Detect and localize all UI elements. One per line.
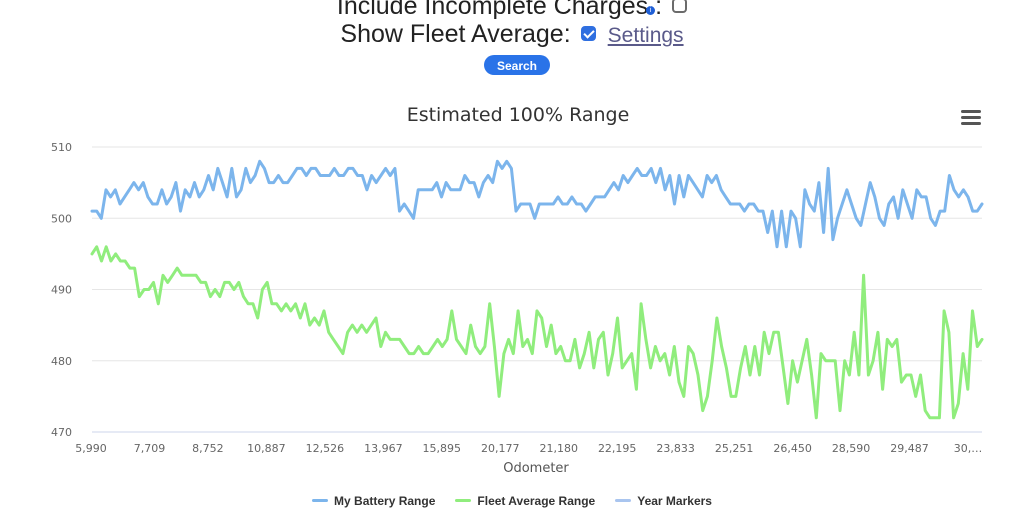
x-tick-label: 22,195 — [598, 442, 637, 455]
legend-label: My Battery Range — [334, 494, 436, 508]
legend-label: Year Markers — [637, 494, 712, 508]
fleet-average-row: Show Fleet Average: Settings — [0, 19, 1024, 51]
x-tick-label: 5,990 — [75, 442, 107, 455]
x-tick-label: 10,887 — [247, 442, 286, 455]
x-tick-label: 8,752 — [192, 442, 224, 455]
chart-legend: My Battery Range Fleet Average Range Year … — [0, 494, 1024, 508]
include-incomplete-colon: : — [655, 0, 663, 20]
x-tick-label: 21,180 — [539, 442, 578, 455]
legend-label: Fleet Average Range — [477, 494, 596, 508]
include-incomplete-checkbox[interactable] — [672, 0, 688, 13]
legend-item[interactable]: Fleet Average Range — [455, 494, 595, 508]
x-tick-label: 23,833 — [656, 442, 695, 455]
x-tick-label: 30,… — [954, 442, 983, 455]
y-tick-label: 490 — [51, 284, 72, 297]
legend-item[interactable]: My Battery Range — [312, 494, 435, 508]
y-tick-label: 500 — [51, 212, 72, 225]
series-line-my-battery-range — [90, 159, 984, 249]
y-tick-label: 470 — [51, 426, 72, 439]
include-incomplete-label: Include Incomplete Charges — [336, 0, 649, 20]
hamburger-menu-icon[interactable] — [961, 110, 981, 126]
x-tick-label: 29,487 — [890, 442, 929, 455]
x-tick-label: 15,895 — [423, 442, 462, 455]
x-tick-label: 20,177 — [481, 442, 520, 455]
legend-swatch — [615, 499, 632, 502]
chart-title: Estimated 100% Range — [407, 104, 630, 126]
series-line-fleet-average-range — [90, 245, 984, 420]
search-button[interactable]: Search — [484, 55, 550, 75]
legend-swatch — [312, 499, 329, 502]
fleet-average-checkbox[interactable] — [580, 26, 596, 41]
y-tick-label: 480 — [51, 355, 72, 368]
legend-item[interactable]: Year Markers — [615, 494, 712, 508]
y-axis: 470 480 490 500 510 — [51, 141, 72, 439]
include-incomplete-row: Include Incomplete Charges i: — [0, 0, 1024, 21]
chart-series — [90, 159, 984, 420]
x-tick-label: 13,967 — [364, 442, 403, 455]
fleet-average-label: Show Fleet Average: — [340, 20, 571, 48]
y-tick-label: 510 — [51, 141, 72, 154]
x-tick-label: 12,526 — [306, 442, 345, 455]
x-tick-label: 26,450 — [773, 442, 812, 455]
x-tick-label: 25,251 — [715, 442, 754, 455]
info-icon[interactable]: i — [646, 6, 656, 15]
x-axis: 5,990 7,709 8,752 10,887 12,526 13,967 15,895 2… — [75, 442, 982, 455]
x-tick-label: 28,590 — [832, 442, 871, 455]
x-tick-label: 7,709 — [134, 442, 166, 455]
settings-link[interactable]: Settings — [607, 24, 684, 47]
x-axis-label: Odometer — [503, 461, 569, 476]
legend-swatch — [455, 499, 472, 502]
